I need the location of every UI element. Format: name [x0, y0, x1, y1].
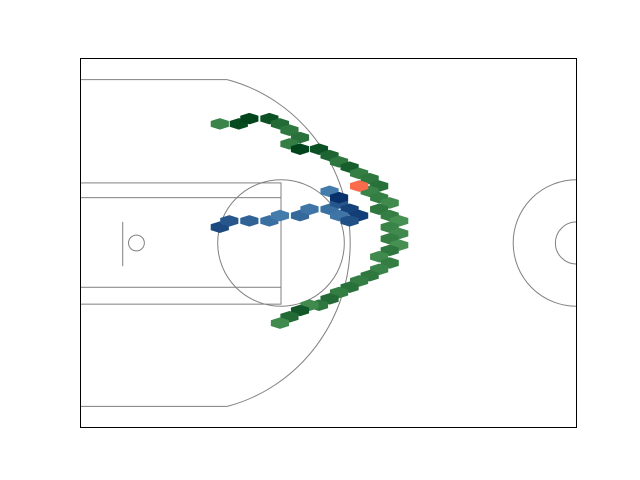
hot-zone-hex — [350, 180, 369, 192]
missed-shot-hex — [240, 215, 259, 227]
made-shot-hex — [290, 143, 310, 155]
three-point-arc — [227, 79, 351, 407]
free-throw-circle — [217, 179, 345, 307]
hexbin-layer — [210, 112, 409, 329]
missed-shot-hex — [329, 191, 349, 204]
made-shot-hex — [280, 124, 299, 136]
made-shot-hex — [240, 112, 259, 125]
made-shot-hex — [270, 317, 290, 329]
missed-shot-hex — [300, 203, 319, 216]
made-shot-hex — [360, 172, 379, 185]
missed-shot-hex — [220, 215, 239, 227]
hoop — [128, 234, 145, 252]
made-shot-hex — [210, 118, 229, 130]
plot-frame — [80, 58, 577, 428]
missed-shot-hex — [340, 215, 359, 227]
missed-shot-hex — [270, 209, 290, 222]
paint-inner — [80, 197, 282, 288]
